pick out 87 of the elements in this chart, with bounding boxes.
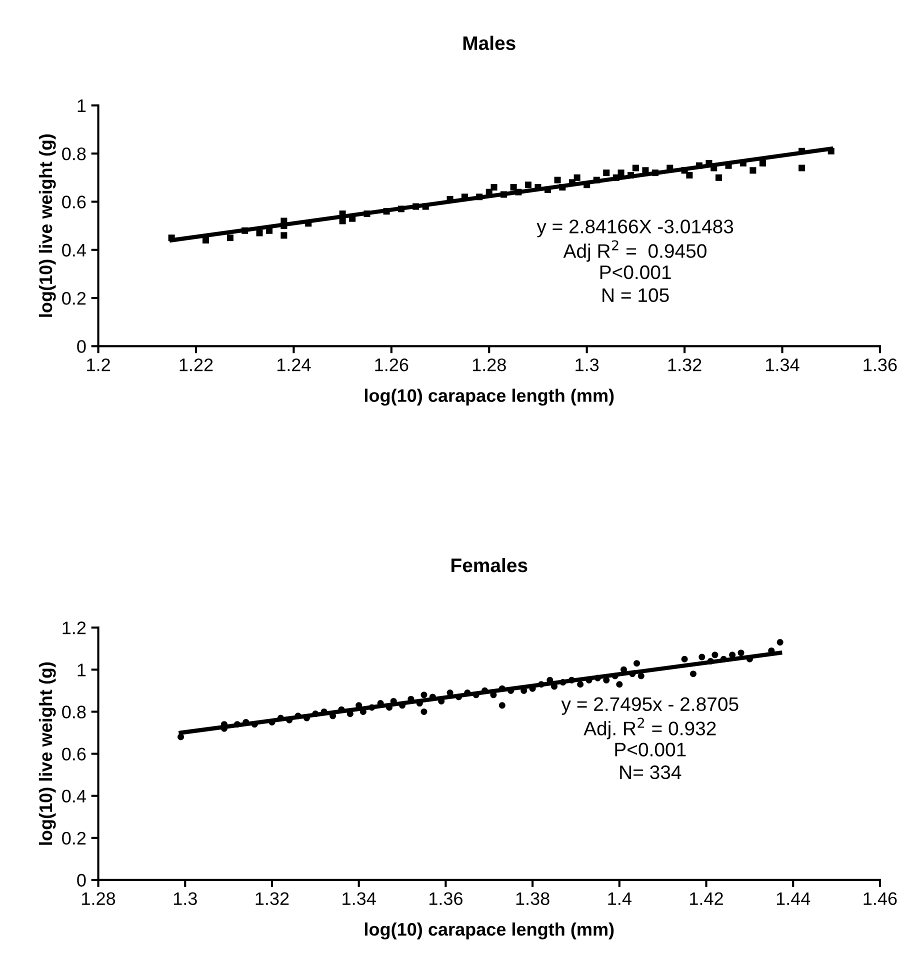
point — [226, 234, 234, 242]
y-tick-label: 0 — [77, 340, 86, 353]
x-tick-label: 1.36 — [430, 892, 462, 906]
point — [618, 170, 624, 176]
point — [168, 234, 175, 242]
point — [524, 182, 532, 188]
x-tick-label: 1.32 — [668, 358, 702, 372]
point — [486, 188, 492, 196]
point — [422, 203, 429, 210]
y-axis-title: log(10) live weight (g) — [38, 134, 56, 317]
point — [632, 164, 639, 172]
annotation: N= 334 — [620, 765, 682, 780]
point — [515, 188, 522, 196]
point — [383, 208, 390, 215]
point — [412, 203, 420, 210]
chart-title: Females — [452, 558, 528, 572]
point — [554, 176, 561, 184]
point — [642, 167, 649, 174]
point — [828, 148, 834, 154]
point — [686, 172, 693, 178]
x-tick-label: 1.3 — [576, 358, 599, 372]
x-tick-label: 1.2 — [87, 358, 110, 372]
point — [696, 162, 702, 169]
annotation: Adj R$^{2}$ = 0.9450 — [563, 240, 706, 262]
x-axis-title: log(10) carapace length (mm) — [364, 388, 614, 406]
chart-title: Males — [463, 36, 516, 50]
point — [759, 160, 766, 166]
point — [256, 230, 263, 236]
point — [612, 174, 620, 181]
point — [280, 232, 288, 239]
y-tick-label: 1 — [78, 664, 86, 676]
point — [242, 227, 248, 234]
annotation: Adj. R$^{2}$ = 0.932 — [584, 718, 716, 740]
point — [490, 184, 498, 191]
x-tick-label: 1.36 — [864, 358, 897, 372]
x-axis-title: log(10) carapace length (mm) — [364, 922, 614, 940]
x-tick-label: 1.44 — [776, 892, 810, 905]
y-tick-label: 1.2 — [62, 622, 86, 634]
x-tick-label: 1.24 — [278, 358, 311, 372]
point — [574, 174, 580, 181]
annotation: P<0.001 — [615, 742, 686, 756]
point — [798, 148, 806, 154]
point — [593, 176, 600, 184]
point — [398, 206, 404, 212]
point — [500, 191, 508, 198]
x-tick-label: 1.26 — [375, 358, 408, 372]
x-tick-label: 1.32 — [256, 892, 289, 906]
point — [798, 164, 806, 172]
annotation: N = 105 — [602, 288, 669, 302]
point — [364, 210, 370, 218]
x-tick-label: 1.28 — [82, 892, 116, 906]
x-tick-label: 1.38 — [516, 892, 550, 906]
x-tick-label: 1.4 — [608, 892, 632, 905]
point — [715, 174, 722, 181]
point — [544, 186, 552, 193]
x-tick-label: 1.34 — [766, 358, 800, 372]
x-tick-label: 1.3 — [174, 892, 197, 906]
y-axis-title: log(10) live weight (g) — [38, 662, 56, 845]
point — [750, 167, 756, 174]
point — [681, 167, 688, 174]
point — [339, 218, 346, 224]
y-tick-label: 1 — [78, 100, 86, 112]
x-tick-label: 1.42 — [690, 892, 723, 905]
point — [266, 227, 273, 234]
point — [510, 184, 517, 191]
y-tick-label: 0.2 — [62, 292, 86, 305]
x-tick-label: 1.34 — [342, 892, 376, 906]
annotation: P<0.001 — [600, 265, 671, 280]
y-tick-label: 0.8 — [62, 147, 86, 160]
y-tick-label: 0.8 — [62, 706, 86, 718]
annotation: y = 2.7495x - 2.8705 — [561, 697, 738, 715]
point — [628, 172, 634, 178]
y-tick-label: 0.4 — [62, 790, 86, 803]
point — [559, 184, 566, 191]
annotation: y = 2.84166X -3.01483 — [536, 220, 734, 238]
y-tick-label: 0.6 — [62, 196, 86, 208]
point — [603, 170, 610, 176]
point — [652, 170, 658, 176]
x-tick-label: 1.22 — [180, 358, 213, 372]
y-tick-label: 0.2 — [62, 832, 86, 845]
y-tick-label: 0.6 — [62, 748, 86, 760]
y-tick-label: 0 — [77, 874, 86, 887]
x-tick-label: 1.46 — [864, 892, 897, 906]
point — [202, 236, 210, 244]
y-tick-label: 0.4 — [62, 244, 86, 257]
x-tick-label: 1.28 — [472, 358, 506, 372]
point — [476, 194, 483, 200]
